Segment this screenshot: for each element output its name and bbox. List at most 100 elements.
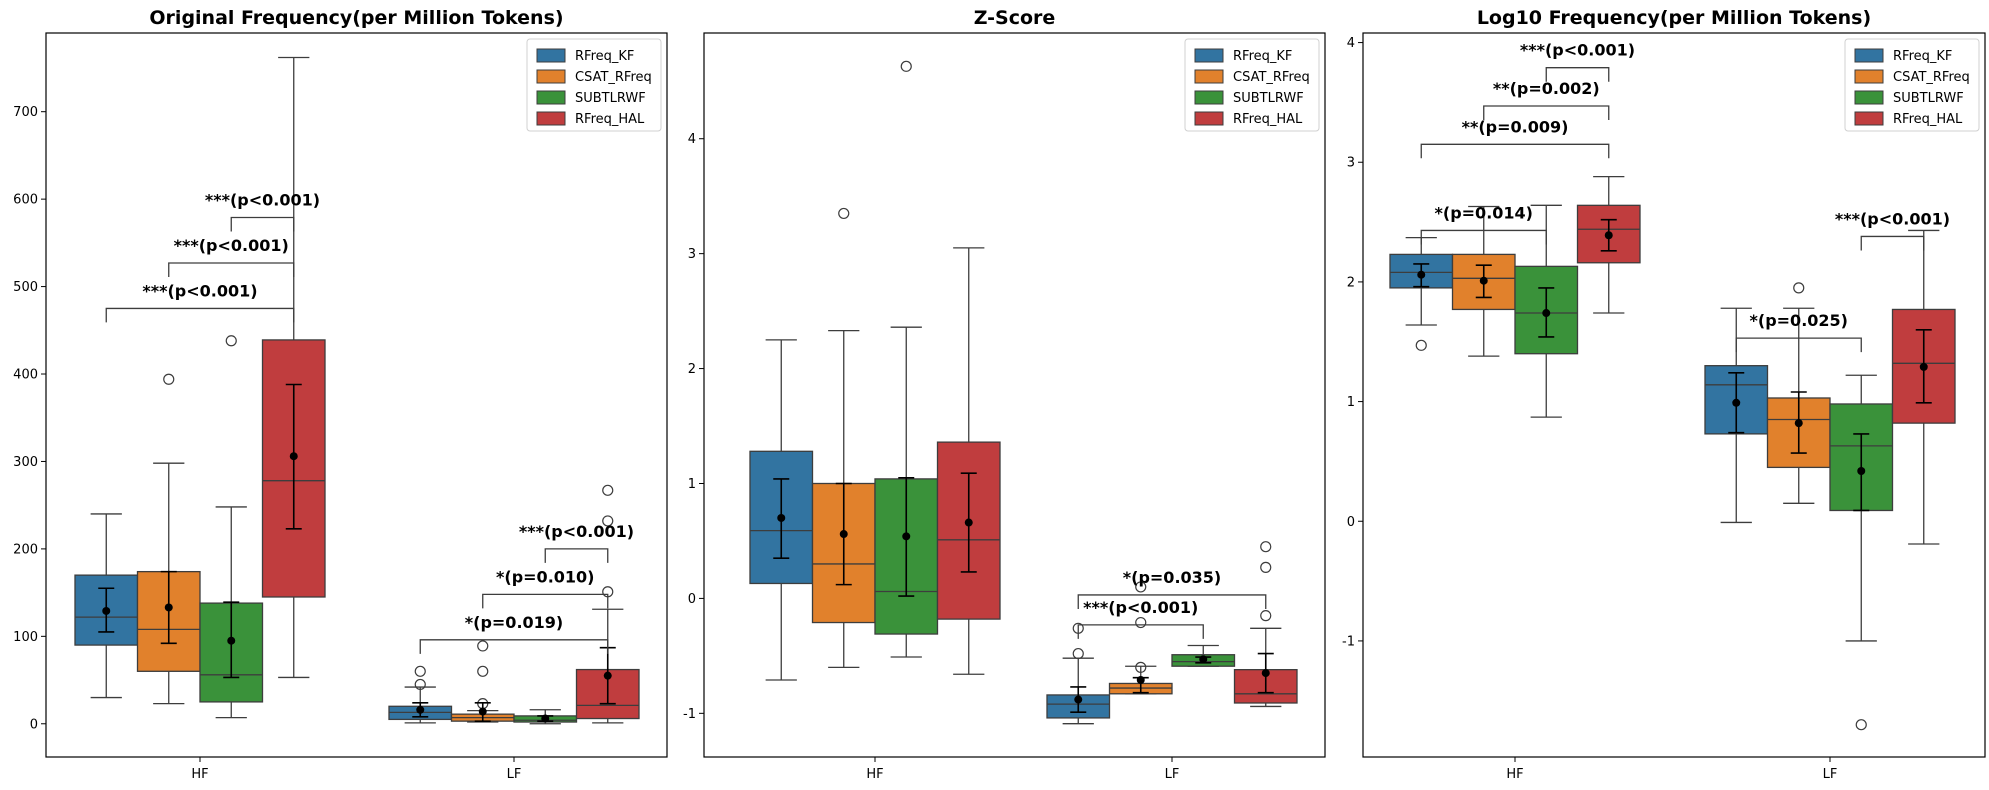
legend-label: RFreq_KF — [1893, 49, 1952, 64]
box-RFreq_HAL-HF — [261, 56, 326, 679]
box-SUBTLRWF-HF — [874, 60, 939, 658]
significance-bracket: **(p=0.002) — [1483, 79, 1610, 120]
y-tick-label: 300 — [13, 455, 38, 470]
legend-swatch — [1194, 69, 1224, 84]
y-tick-label: 100 — [13, 630, 38, 645]
bracket-line — [1420, 143, 1610, 159]
significance-label: *(p=0.035) — [1123, 568, 1221, 587]
legend-swatch — [1854, 69, 1884, 84]
legend-label: RFreq_KF — [1233, 49, 1292, 64]
x-tick-label: HF — [866, 767, 883, 782]
panel-1: Original Frequency(per Million Tokens) 0 1… — [13, 7, 668, 782]
chart-title: Log10 Frequency(per Million Tokens) — [1477, 7, 1871, 29]
box-CSAT_RFreq-HF — [1451, 205, 1516, 357]
outlier-point — [1135, 661, 1147, 673]
outlier-point — [477, 640, 489, 652]
x-tick-label: LF — [507, 767, 522, 782]
box-RFreq_KF-HF — [74, 513, 139, 699]
legend-label: SUBTLRWF — [1233, 91, 1304, 106]
significance-bracket: *(p=0.025) — [1735, 311, 1862, 353]
outlier-point — [1135, 581, 1147, 593]
y-tick-label: 500 — [13, 280, 38, 295]
significance-bracket: *(p=0.019) — [419, 613, 609, 654]
legend: RFreq_KF CSAT_RFreq SUBTLRWF RFreq_HAL — [1844, 38, 1980, 132]
outlier-point — [602, 515, 614, 527]
bracket-line — [1483, 105, 1610, 120]
mean-point — [1857, 466, 1866, 475]
y-tick-label: 700 — [13, 105, 38, 120]
y-tick-label: 0 — [688, 592, 696, 607]
axes-frame — [703, 32, 1326, 758]
y-tick-label: 4 — [688, 132, 696, 147]
significance-label: ***(p<0.001) — [142, 281, 257, 300]
y-tick-label: 1 — [688, 477, 696, 492]
significance-bracket: *(p=0.010) — [482, 567, 609, 609]
legend-swatch — [1194, 48, 1224, 63]
significance-bracket: ***(p<0.001) — [1835, 209, 1950, 251]
box-SUBTLRWF-LF — [1829, 374, 1894, 731]
outlier-point — [1793, 282, 1805, 294]
significance-label: ***(p<0.001) — [174, 236, 289, 255]
mean-point — [227, 636, 236, 645]
axes-frame — [1362, 32, 1986, 758]
legend: RFreq_KF CSAT_RFreq SUBTLRWF RFreq_HAL — [1184, 38, 1320, 132]
box-RFreq_HAL-HF — [1576, 175, 1641, 314]
significance-bracket: ***(p<0.001) — [1520, 41, 1635, 82]
significance-label: **(p=0.009) — [1462, 117, 1569, 136]
bracket-line — [482, 593, 609, 609]
mean-point — [1199, 655, 1208, 664]
bracket-line — [1077, 594, 1267, 609]
x-tick-label: LF — [1165, 767, 1180, 782]
significance-label: *(p=0.019) — [465, 613, 563, 632]
y-tick-label: 3 — [1347, 156, 1355, 171]
legend-label: SUBTLRWF — [1893, 91, 1964, 106]
outlier-point — [1260, 610, 1272, 622]
axes-frame — [45, 32, 668, 758]
panel-2: Z-Score -1 0 1 2 3 4 HF LF ***(p<0.001) *(p=0.035)… — [683, 7, 1326, 782]
box-RFreq_KF-HF — [749, 339, 814, 681]
mean-point — [1542, 309, 1551, 318]
box-RFreq_KF-HF — [1389, 236, 1454, 351]
significance-label: ***(p<0.001) — [1083, 598, 1198, 617]
significance-bracket: ***(p<0.001) — [1077, 598, 1204, 639]
outlier-point — [602, 484, 614, 496]
significance-label: *(p=0.014) — [1435, 203, 1533, 222]
significance-bracket: ***(p<0.001) — [205, 190, 320, 232]
chart-title: Original Frequency(per Million Tokens) — [149, 7, 563, 29]
outlier-point — [477, 665, 489, 677]
y-tick-label: -1 — [683, 707, 696, 722]
legend-swatch — [536, 48, 566, 63]
bracket-line — [544, 548, 609, 563]
box-RFreq_KF-LF — [388, 665, 453, 724]
significance-bracket: ***(p<0.001) — [168, 236, 295, 277]
box-SUBTLRWF-HF — [199, 335, 264, 719]
box-RFreq_HAL-LF — [1891, 229, 1956, 545]
box-CSAT_RFreq-LF — [1108, 581, 1173, 695]
legend-label: RFreq_HAL — [1233, 112, 1303, 127]
outlier-point — [1260, 561, 1272, 573]
bracket-line — [1545, 67, 1610, 82]
outlier-point — [1855, 719, 1867, 731]
y-tick-label: 400 — [13, 368, 38, 383]
y-tick-label: 200 — [13, 542, 38, 557]
box-CSAT_RFreq-HF — [811, 207, 876, 669]
y-tick-label: 2 — [1347, 275, 1355, 290]
mean-point — [1794, 419, 1803, 428]
legend: RFreq_KF CSAT_RFreq SUBTLRWF RFreq_HAL — [526, 38, 662, 132]
box-RFreq_KF-LF — [1046, 622, 1111, 725]
x-tick-label: HF — [191, 767, 208, 782]
box-SUBTLRWF-HF — [1514, 204, 1579, 418]
legend-label: CSAT_RFreq — [1233, 70, 1310, 85]
mean-point — [1074, 695, 1083, 704]
mean-point — [839, 530, 848, 539]
x-tick-label: HF — [1506, 767, 1523, 782]
y-tick-label: 1 — [1347, 395, 1355, 410]
legend-swatch — [1854, 90, 1884, 105]
y-tick-label: 600 — [13, 193, 38, 208]
legend-swatch — [1854, 111, 1884, 126]
legend-label: RFreq_HAL — [575, 112, 645, 127]
bracket-line — [168, 262, 295, 277]
bracket-line — [230, 216, 295, 232]
mean-point — [603, 671, 612, 680]
